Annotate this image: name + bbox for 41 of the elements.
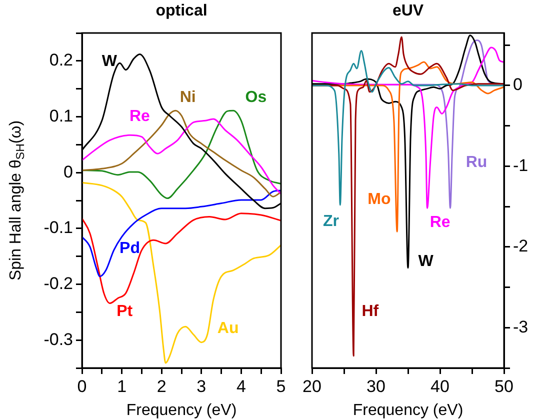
- series-label: Pd: [120, 240, 140, 258]
- y-tick-label: 0.2: [49, 50, 73, 70]
- y-tick-label: -1: [513, 156, 528, 175]
- x-axis-title: Frequency (eV): [352, 402, 464, 419]
- series-label: Mo: [368, 191, 391, 208]
- y-tick-label: -0.3: [44, 330, 73, 349]
- x-tick-label: 1: [117, 376, 127, 396]
- y-tick-label: -0.1: [44, 218, 73, 238]
- series-label: Re: [430, 214, 450, 231]
- y-tick-label: -0.2: [44, 274, 73, 293]
- x-tick-label: 20: [302, 376, 322, 396]
- x-tick-label: 30: [366, 376, 386, 396]
- chart-title: eUV: [392, 2, 424, 20]
- series-label: Ni: [180, 88, 196, 106]
- series-label: W: [102, 53, 118, 70]
- y-tick-label: -3: [513, 317, 528, 336]
- x-tick-label: 50: [494, 376, 514, 396]
- y-tick-label: 0: [64, 162, 73, 182]
- series-label: Os: [245, 89, 267, 106]
- series-label: Ru: [466, 154, 488, 171]
- x-tick-label: 5: [276, 376, 286, 396]
- line-series: [82, 182, 281, 364]
- x-tick-label: 3: [196, 376, 206, 396]
- y-tick-label: -2: [513, 236, 528, 256]
- series-label: W: [418, 253, 434, 270]
- y-axis-title: Spin Hall angle θSH(ω): [7, 120, 27, 281]
- x-tick-label: 40: [430, 376, 450, 396]
- line-series: [82, 190, 281, 278]
- x-tick-label: 0: [77, 376, 87, 396]
- x-tick-label: 4: [236, 376, 246, 396]
- line-series: [82, 212, 281, 304]
- series-label: Hf: [362, 303, 379, 320]
- series-label: Au: [217, 320, 239, 337]
- x-axis-title: Frequency (eV): [126, 402, 237, 419]
- series-label: Pt: [116, 303, 133, 320]
- x-tick-label: 2: [156, 376, 166, 396]
- chart-title: optical: [156, 2, 208, 20]
- y-tick-label: 0.1: [49, 106, 73, 126]
- series-label: Re: [129, 108, 150, 125]
- y-tick-label: 0: [513, 75, 522, 94]
- series-label: Zr: [323, 212, 339, 230]
